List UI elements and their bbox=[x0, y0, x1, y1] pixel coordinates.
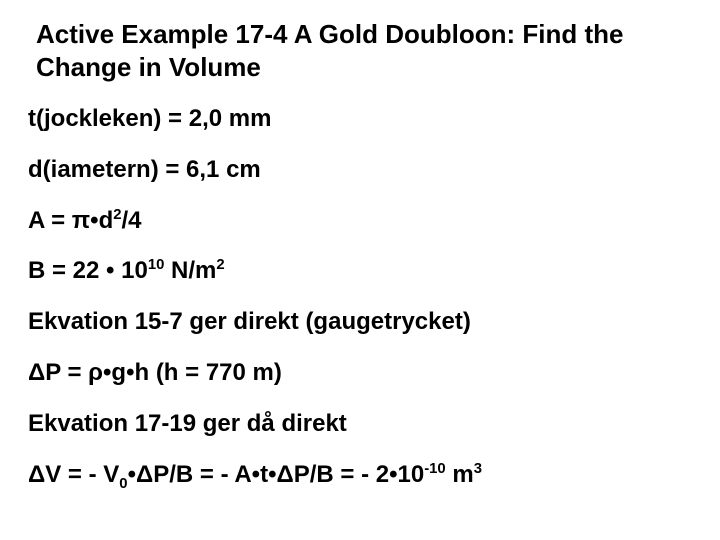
subscript: 0 bbox=[119, 475, 127, 491]
line-eq-15-7: Ekvation 15-7 ger direkt (gaugetrycket) bbox=[28, 308, 692, 337]
text-fragment: B = 22 • 10 bbox=[28, 257, 148, 284]
text-fragment: •ΔP/B = - A•t•ΔP/B = - 2•10 bbox=[128, 461, 425, 488]
superscript: 3 bbox=[474, 461, 482, 477]
superscript: 10 bbox=[148, 257, 165, 273]
line-thickness: t(jockleken) = 2,0 mm bbox=[28, 105, 692, 134]
slide-title: Active Example 17-4 A Gold Doubloon: Fin… bbox=[36, 18, 676, 83]
superscript: 2 bbox=[216, 257, 224, 273]
superscript: 2 bbox=[113, 207, 121, 223]
text-fragment: m bbox=[446, 461, 474, 488]
superscript: -10 bbox=[424, 461, 446, 477]
line-delta-p: ΔP = ρ•g•h (h = 770 m) bbox=[28, 359, 692, 388]
line-delta-v: ΔV = - V0•ΔP/B = - A•t•ΔP/B = - 2•10-10 … bbox=[28, 461, 692, 490]
text-fragment: A = π•d bbox=[28, 207, 113, 234]
line-area: A = π•d2/4 bbox=[28, 207, 692, 236]
line-bulk-modulus: B = 22 • 1010 N/m2 bbox=[28, 257, 692, 286]
text-fragment: /4 bbox=[122, 207, 142, 234]
text-fragment: ΔV = - V bbox=[28, 461, 119, 488]
line-eq-17-19: Ekvation 17-19 ger då direkt bbox=[28, 410, 692, 439]
text-fragment: N/m bbox=[164, 257, 216, 284]
slide: Active Example 17-4 A Gold Doubloon: Fin… bbox=[0, 0, 720, 540]
line-diameter: d(iametern) = 6,1 cm bbox=[28, 156, 692, 185]
